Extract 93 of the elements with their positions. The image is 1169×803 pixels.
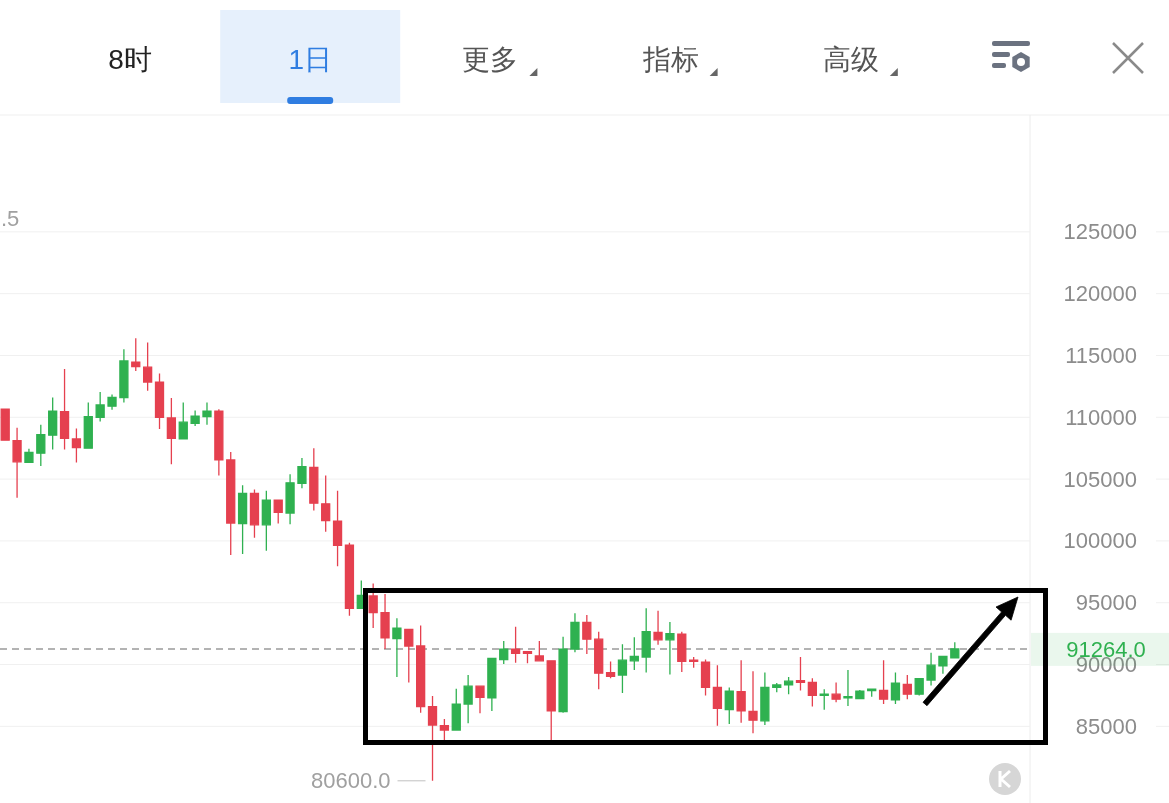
candlestick	[24, 448, 34, 464]
candlestick	[0, 408, 10, 441]
y-tick-label: 115000	[1065, 342, 1137, 368]
candlestick	[558, 636, 568, 714]
candlestick	[95, 391, 105, 423]
candlestick	[689, 656, 699, 669]
candlestick	[59, 368, 70, 451]
candlestick	[380, 593, 390, 650]
y-tick-label: 110000	[1065, 404, 1137, 430]
candlestick	[297, 457, 307, 490]
candlestick	[890, 671, 901, 705]
candlestick	[237, 484, 248, 555]
candlestick	[843, 669, 853, 707]
candlestick	[404, 628, 414, 684]
candlestick	[641, 607, 651, 674]
candlestick	[261, 490, 271, 552]
candlestick	[807, 677, 818, 708]
candlestick	[344, 542, 355, 617]
candlestick	[142, 341, 153, 392]
annotation: .5	[1, 205, 20, 231]
text: 高级	[822, 43, 879, 75]
candlestick	[392, 617, 402, 678]
candlestick	[594, 631, 604, 690]
candlestick	[570, 612, 580, 653]
candlestick	[487, 657, 497, 712]
candlestick	[665, 621, 675, 676]
candlestick	[855, 689, 865, 700]
candlestick	[321, 474, 331, 533]
candlestick	[226, 451, 236, 556]
candlestick	[475, 685, 485, 715]
candlestick	[878, 659, 889, 705]
text: 1日	[288, 43, 332, 75]
candlestick	[938, 655, 948, 675]
candlestick	[285, 473, 295, 525]
y-tick-label: 120000	[1063, 281, 1137, 307]
candlestick	[36, 424, 46, 467]
candlestick	[463, 674, 473, 724]
y-tick-label: 100000	[1063, 528, 1137, 554]
candlestick	[83, 401, 93, 449]
candlestick	[71, 427, 82, 464]
candlestick	[914, 677, 924, 697]
candlestick	[534, 640, 544, 662]
y-tick-label: 105000	[1063, 466, 1137, 492]
candlestick	[12, 427, 22, 499]
candlestick	[499, 640, 509, 665]
candlestick	[154, 372, 165, 430]
candlestick	[795, 656, 806, 692]
text: 指标	[641, 43, 699, 75]
candlestick	[760, 671, 770, 726]
candlestick	[451, 687, 461, 731]
candlestick	[332, 490, 343, 567]
candlestick	[416, 624, 426, 714]
candlestick	[653, 610, 663, 646]
candlestick	[202, 401, 212, 426]
candlestick	[582, 614, 592, 655]
candlestick	[712, 664, 723, 727]
candlestick	[831, 681, 841, 703]
y-tick-label: 125000	[1063, 219, 1137, 245]
candlestick	[273, 498, 283, 525]
candlestick	[427, 695, 438, 782]
candlestick	[772, 682, 782, 693]
candlestick	[902, 674, 912, 700]
y-tick-label: 85000	[1075, 713, 1137, 739]
candlestick	[867, 687, 877, 698]
candlestick	[48, 396, 58, 451]
candlestick	[605, 660, 616, 679]
y-tick-label: 95000	[1075, 590, 1137, 616]
candlestick	[926, 652, 936, 687]
candlestick	[131, 337, 141, 372]
candlestick	[950, 641, 960, 659]
candlestick	[510, 626, 521, 664]
candlestick	[178, 401, 188, 440]
candlestick	[617, 643, 628, 694]
candlestick	[748, 670, 758, 734]
candlestick	[119, 348, 129, 404]
candlestick	[107, 393, 117, 411]
candlestick	[166, 397, 177, 465]
text: 更多	[462, 43, 519, 75]
candlestick	[783, 676, 794, 695]
candlestick	[368, 582, 378, 629]
candlestick	[677, 631, 687, 673]
candlestick	[819, 688, 829, 711]
candlestick	[736, 659, 746, 724]
candlestick	[214, 408, 224, 477]
text: 8时	[108, 43, 152, 75]
candlestick	[190, 409, 200, 427]
candlestick	[522, 650, 533, 664]
candlestick	[700, 658, 711, 697]
annotation: 80600.0	[310, 768, 391, 794]
candlestick	[629, 636, 639, 671]
candlestick	[724, 686, 734, 725]
candlestick	[309, 447, 319, 512]
candlestick	[249, 488, 260, 539]
